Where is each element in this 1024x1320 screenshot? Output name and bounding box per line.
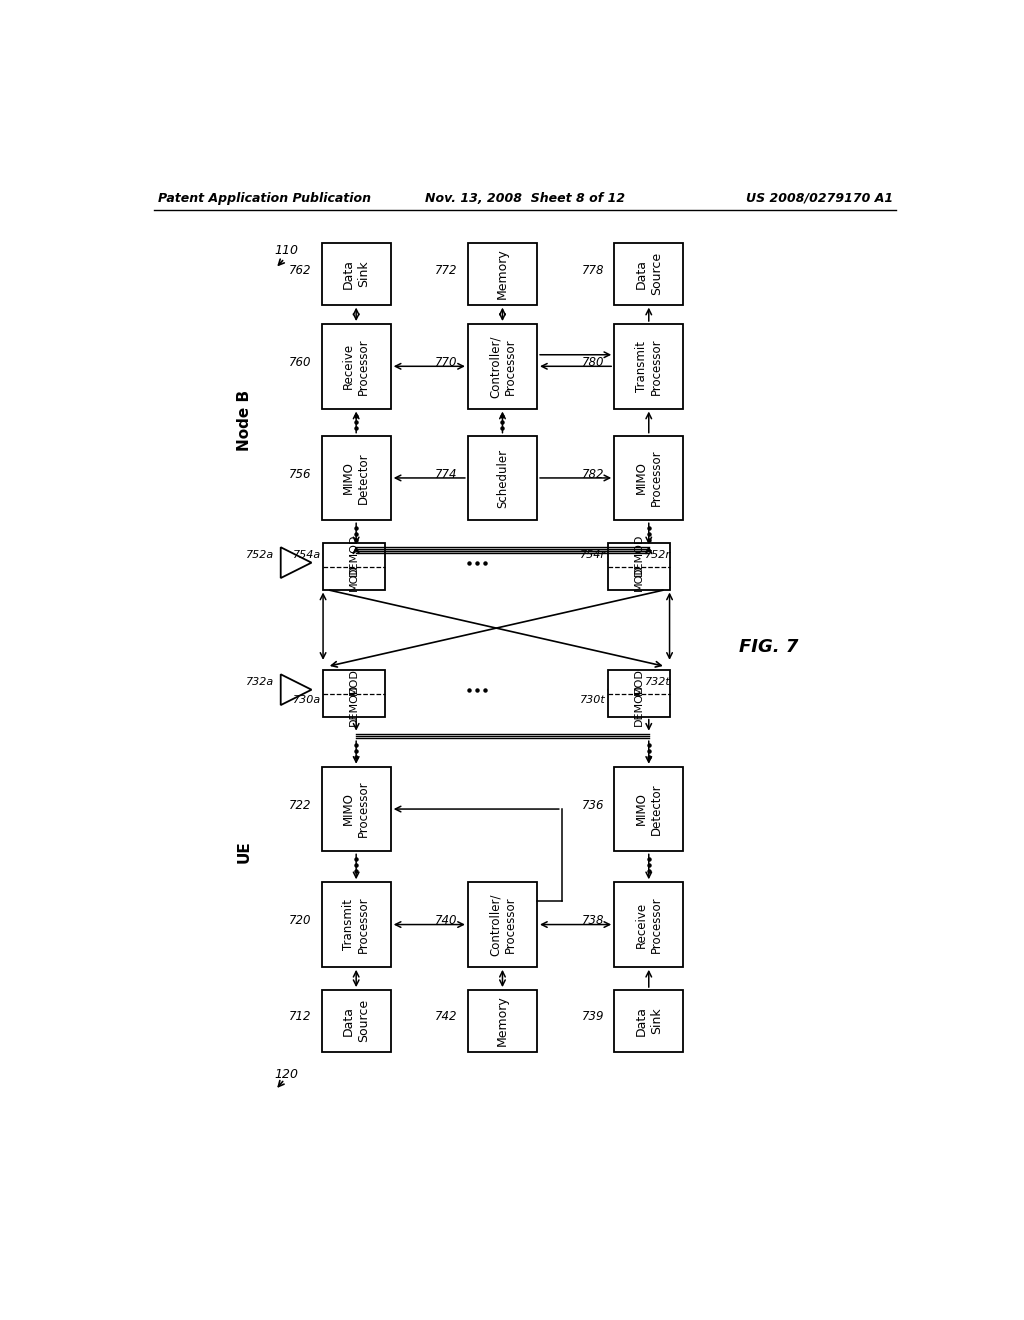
Text: Controller/
Processor: Controller/ Processor xyxy=(488,894,516,956)
Text: Scheduler: Scheduler xyxy=(496,449,509,507)
Bar xyxy=(614,882,683,966)
Polygon shape xyxy=(281,675,311,705)
Bar xyxy=(322,323,391,409)
Text: Patent Application Publication: Patent Application Publication xyxy=(158,191,371,205)
Text: MOD: MOD xyxy=(634,565,644,591)
Bar xyxy=(614,323,683,409)
Text: DEMOD: DEMOD xyxy=(349,684,358,726)
Bar xyxy=(468,323,538,409)
Text: 738: 738 xyxy=(582,915,604,927)
Text: 772: 772 xyxy=(435,264,458,277)
Text: 780: 780 xyxy=(582,356,604,370)
Text: MIMO
Processor: MIMO Processor xyxy=(635,450,663,507)
Text: 752a: 752a xyxy=(247,550,274,560)
Text: Memory: Memory xyxy=(496,995,509,1047)
Text: Data
Source: Data Source xyxy=(635,252,663,296)
Text: 732t: 732t xyxy=(645,677,671,686)
Bar xyxy=(608,671,670,717)
Text: MOD: MOD xyxy=(349,565,358,591)
Text: MIMO
Processor: MIMO Processor xyxy=(342,780,370,837)
Text: 110: 110 xyxy=(274,244,299,257)
Text: Data
Sink: Data Sink xyxy=(342,259,370,289)
Bar xyxy=(468,436,538,520)
Bar xyxy=(614,436,683,520)
Text: 730t: 730t xyxy=(580,694,605,705)
Text: 732a: 732a xyxy=(247,677,274,686)
Bar xyxy=(323,544,385,590)
Bar xyxy=(322,882,391,966)
Bar xyxy=(614,767,683,851)
Text: 756: 756 xyxy=(289,467,311,480)
Bar xyxy=(322,990,391,1052)
Polygon shape xyxy=(608,548,639,578)
Bar xyxy=(468,990,538,1052)
Polygon shape xyxy=(281,548,311,578)
Text: 712: 712 xyxy=(289,1010,311,1023)
Text: 778: 778 xyxy=(582,264,604,277)
Text: Receive
Processor: Receive Processor xyxy=(342,338,370,395)
Text: 754r: 754r xyxy=(580,550,605,560)
Text: 782: 782 xyxy=(582,467,604,480)
Text: 722: 722 xyxy=(289,799,311,812)
Bar xyxy=(323,671,385,717)
Text: DEMOD: DEMOD xyxy=(349,533,358,576)
Text: Data
Sink: Data Sink xyxy=(635,1006,663,1036)
Text: 770: 770 xyxy=(435,356,458,370)
Text: DEMOD: DEMOD xyxy=(634,684,644,726)
Text: 760: 760 xyxy=(289,356,311,370)
Text: Memory: Memory xyxy=(496,248,509,300)
Text: 740: 740 xyxy=(435,915,458,927)
Text: 754a: 754a xyxy=(293,550,321,560)
Text: Receive
Processor: Receive Processor xyxy=(635,896,663,953)
Text: Transmit
Processor: Transmit Processor xyxy=(342,896,370,953)
Bar xyxy=(614,990,683,1052)
Bar xyxy=(468,243,538,305)
Text: MOD: MOD xyxy=(634,668,644,696)
Text: 752r: 752r xyxy=(645,550,671,560)
Text: DEMOD: DEMOD xyxy=(634,533,644,576)
Text: 739: 739 xyxy=(582,1010,604,1023)
Text: 720: 720 xyxy=(289,915,311,927)
Text: MIMO
Detector: MIMO Detector xyxy=(342,453,370,504)
Bar xyxy=(614,243,683,305)
Polygon shape xyxy=(608,675,639,705)
Bar xyxy=(322,767,391,851)
Text: 736: 736 xyxy=(582,799,604,812)
Text: Node B: Node B xyxy=(237,389,252,450)
Text: UE: UE xyxy=(237,840,252,863)
Text: Controller/
Processor: Controller/ Processor xyxy=(488,335,516,397)
Text: Transmit
Processor: Transmit Processor xyxy=(635,338,663,395)
Bar xyxy=(468,882,538,966)
Text: MOD: MOD xyxy=(349,668,358,696)
Text: US 2008/0279170 A1: US 2008/0279170 A1 xyxy=(745,191,893,205)
Text: FIG. 7: FIG. 7 xyxy=(739,639,799,656)
Text: Data
Source: Data Source xyxy=(342,999,370,1043)
Text: 762: 762 xyxy=(289,264,311,277)
Bar xyxy=(608,544,670,590)
Text: 742: 742 xyxy=(435,1010,458,1023)
Text: Nov. 13, 2008  Sheet 8 of 12: Nov. 13, 2008 Sheet 8 of 12 xyxy=(425,191,625,205)
Bar xyxy=(322,243,391,305)
Bar xyxy=(322,436,391,520)
Text: MIMO
Detector: MIMO Detector xyxy=(635,783,663,834)
Text: 730a: 730a xyxy=(293,694,321,705)
Text: 120: 120 xyxy=(274,1068,299,1081)
Text: 774: 774 xyxy=(435,467,458,480)
